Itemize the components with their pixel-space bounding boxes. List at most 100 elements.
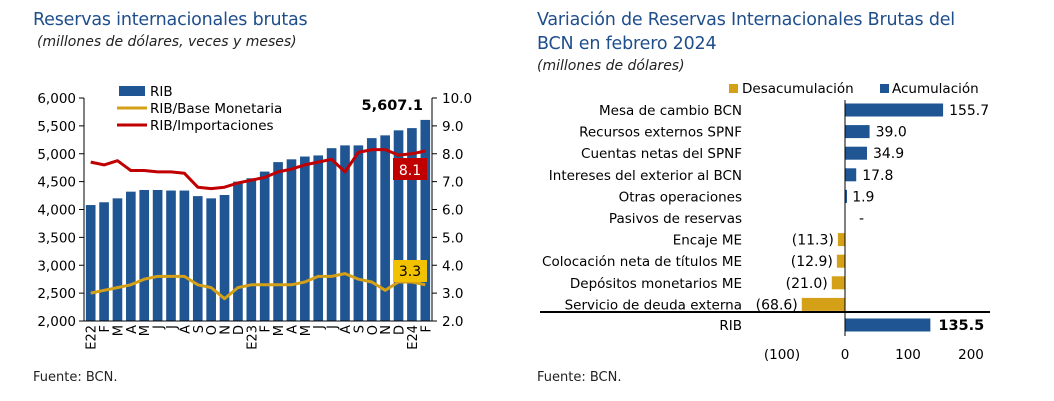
x-tick-label: 0 <box>841 347 850 363</box>
rib-bar <box>219 195 230 321</box>
y-right-tick-label: 3.0 <box>442 286 463 302</box>
value-label: 155.7 <box>949 103 989 119</box>
rib-bar <box>152 189 163 321</box>
total-bar <box>845 318 931 332</box>
left-panel: Reservas internacionales brutas (millone… <box>0 0 520 401</box>
base-last-value: 3.3 <box>399 264 421 280</box>
x-tick-label: J <box>165 325 180 330</box>
rib-bar <box>366 138 377 321</box>
value-bar <box>801 297 845 311</box>
left-chart-subtitle: (millones de dólares, veces y meses) <box>37 34 297 50</box>
x-tick-label: D <box>393 325 408 335</box>
value-bar <box>845 189 847 203</box>
x-tick-label: (100) <box>764 347 800 363</box>
right-source: Fuente: BCN. <box>537 370 622 385</box>
x-tick-label: S <box>192 325 207 333</box>
value-label: 17.8 <box>862 168 893 184</box>
base-last-box <box>393 260 427 282</box>
category-label: Recursos externos SPNF <box>579 125 742 141</box>
x-tick-label: O <box>205 325 220 335</box>
x-tick-label: M <box>138 325 153 336</box>
value-label: (21.0) <box>786 276 828 292</box>
category-label: Intereses del exterior al BCN <box>549 168 742 184</box>
imp-last-box <box>393 158 427 180</box>
y-right-tick-label: 4.0 <box>442 258 463 274</box>
x-tick-label: J <box>312 325 327 330</box>
rib-bar <box>286 159 297 321</box>
x-tick-label: A <box>178 325 193 334</box>
value-label: - <box>859 211 864 227</box>
value-label: 34.9 <box>873 146 904 162</box>
y-left-tick-label: 3,500 <box>37 230 76 246</box>
base-line <box>90 272 426 301</box>
category-label: Encaje ME <box>673 233 742 249</box>
total-label: RIB <box>719 318 742 334</box>
x-tick-label: E24 <box>406 325 421 350</box>
right-chart: Desacumulación Acumulación Mesa de cambio … <box>540 81 990 363</box>
x-tick-label: 100 <box>895 347 921 363</box>
x-tick-label: S <box>352 325 367 333</box>
left-chart: 2,000 2,500 3,000 3,500 4,000 4,500 5,000 5,500… <box>37 84 472 350</box>
right-chart-title-line2: BCN en febrero 2024 <box>537 34 717 54</box>
legend-swatch-acumulacion <box>880 84 889 93</box>
x-tick-label: J <box>152 325 167 330</box>
rib-bar <box>353 145 364 321</box>
x-tick-label: O <box>366 325 381 335</box>
y-right-tick-label: 2.0 <box>442 314 463 330</box>
x-tick-label: M <box>299 325 314 336</box>
total-value: 135.5 <box>938 318 984 334</box>
legend-swatch-rib <box>119 86 145 96</box>
rib-bar <box>420 119 431 321</box>
x-tick-label: A <box>339 325 354 334</box>
x-tick-label: A <box>285 325 300 334</box>
rib-bar <box>99 202 109 321</box>
imp-line <box>90 148 426 191</box>
rib-bar <box>340 145 350 321</box>
value-bar <box>845 146 867 160</box>
rib-bar <box>273 162 283 321</box>
y-left-tick-label: 6,000 <box>37 91 76 107</box>
value-bar <box>836 254 845 268</box>
x-tick-label: N <box>219 325 234 335</box>
rib-bar <box>259 171 270 321</box>
value-label: 1.9 <box>852 189 874 205</box>
y-left-tick-label: 2,000 <box>37 314 76 330</box>
legend-label: RIB <box>150 84 173 100</box>
x-tick-label: J <box>326 325 341 330</box>
x-tick-label: F <box>98 325 113 332</box>
right-panel: Variación de Reservas Internacionales Br… <box>520 0 1054 401</box>
value-bar <box>845 168 857 182</box>
x-tick-label: M <box>111 325 126 336</box>
left-chart-title: Reservas internacionales brutas <box>33 10 308 30</box>
x-tick-label: E22 <box>85 325 100 350</box>
x-tick-label: E23 <box>245 325 260 350</box>
x-tick-label: N <box>379 325 394 335</box>
value-bar <box>837 233 845 247</box>
left-source: Fuente: BCN. <box>33 370 118 385</box>
rib-bar <box>246 178 257 321</box>
rib-bar <box>192 196 203 321</box>
imp-last-value: 8.1 <box>399 163 421 179</box>
y-right-tick-label: 10.0 <box>442 91 472 107</box>
value-label: (12.9) <box>791 254 833 270</box>
rib-bar <box>85 205 96 321</box>
legend-swatch-desacumulacion <box>729 84 738 93</box>
rib-bar <box>233 181 243 321</box>
x-tick-label: F <box>259 325 274 332</box>
x-tick-label: D <box>232 325 247 335</box>
legend-label-acumulacion: Acumulación <box>892 81 979 97</box>
rib-bar <box>179 190 190 321</box>
y-right-tick-label: 7.0 <box>442 175 463 191</box>
y-left-tick-label: 3,000 <box>37 258 76 274</box>
right-chart-title-line1: Variación de Reservas Internacionales Br… <box>537 10 955 30</box>
value-label: 39.0 <box>876 125 907 141</box>
value-bar <box>845 103 944 117</box>
rib-bar <box>139 189 150 321</box>
value-bar <box>831 276 845 290</box>
legend-label-desacumulacion: Desacumulación <box>742 81 854 97</box>
x-tick-label: F <box>419 325 434 332</box>
y-right-tick-label: 6.0 <box>442 203 463 219</box>
value-label: (11.3) <box>792 233 834 249</box>
y-left-tick-label: 4,000 <box>37 203 76 219</box>
rib-bar <box>393 130 404 321</box>
